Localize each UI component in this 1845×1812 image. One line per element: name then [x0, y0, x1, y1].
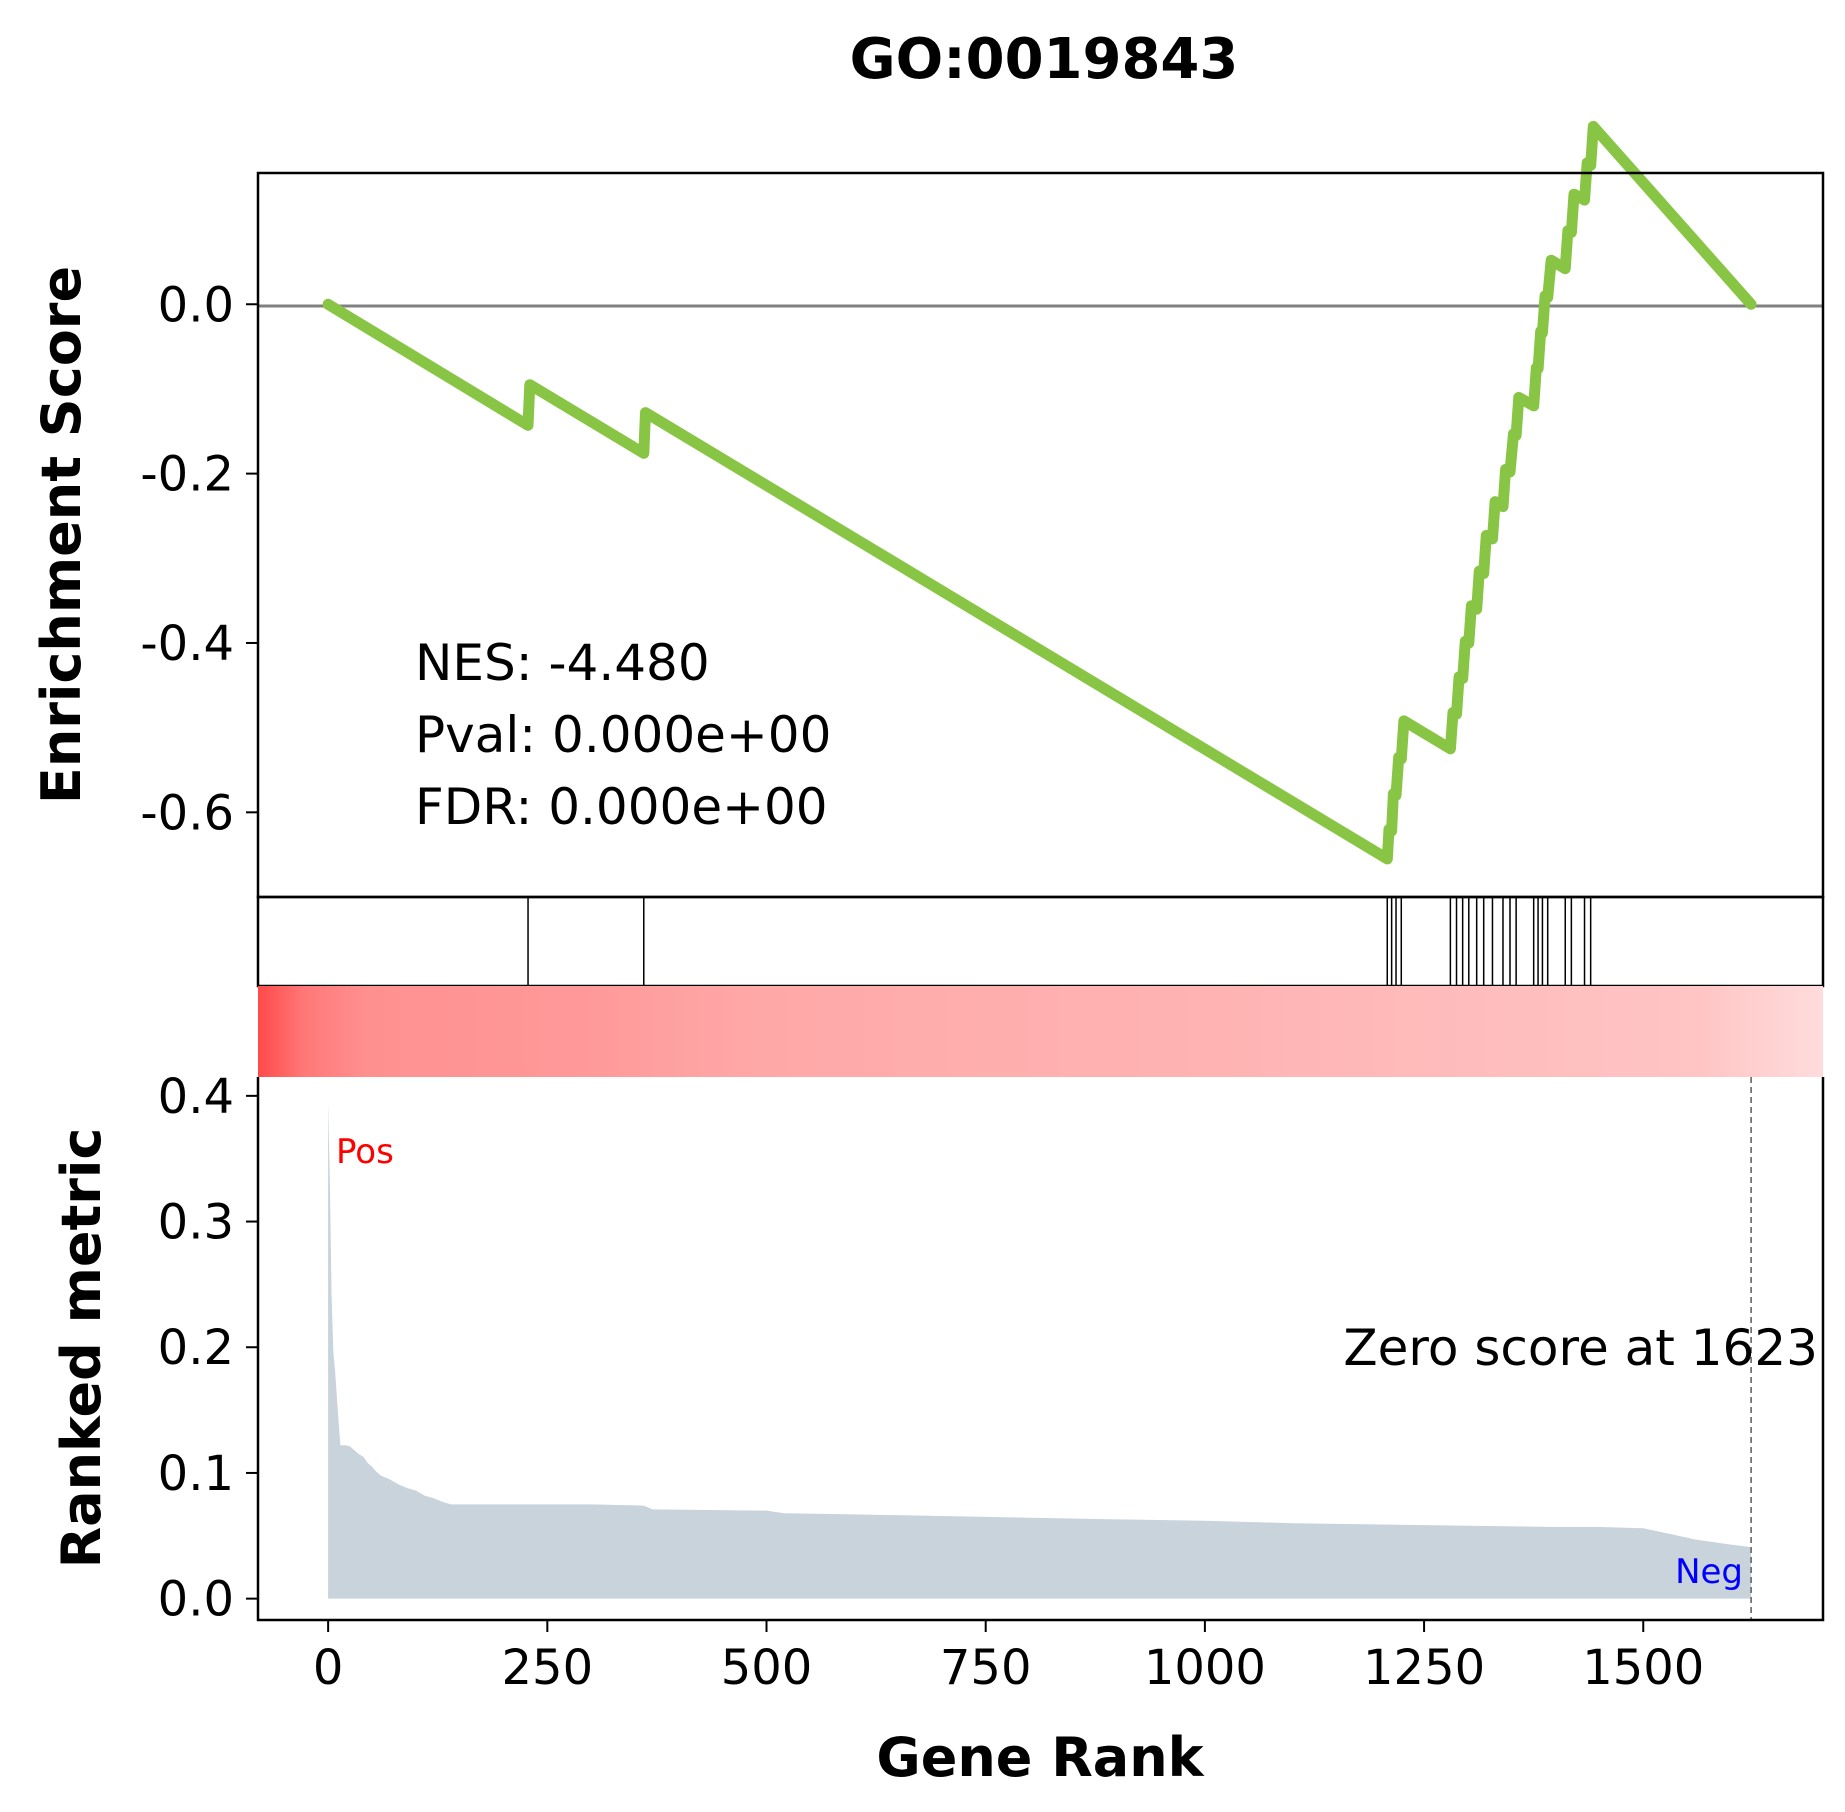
- ranked-metric-panel: Pos Neg Zero score at 1623 0.00.10.20.30…: [50, 986, 1825, 1789]
- rm-panel-frame: [256, 1077, 1825, 1622]
- es-y-tick-label: 0.0: [158, 277, 234, 333]
- rm-y-tick-label: 0.2: [158, 1320, 234, 1376]
- zero-score-label: Zero score at 1623: [1343, 1319, 1818, 1377]
- x-tick-label: 750: [940, 1640, 1032, 1696]
- rm-y-tick-label: 0.0: [158, 1572, 234, 1628]
- rm-y-tick-label: 0.4: [158, 1069, 234, 1125]
- es-y-tick-label: -0.2: [140, 447, 234, 503]
- rm-y-tick-label: 0.3: [158, 1195, 234, 1251]
- rm-x-ticks: 0 250 500 750 1000 1250 1500: [313, 1620, 1704, 1696]
- x-tick-label: 500: [721, 1640, 813, 1696]
- pval-annotation: Pval: 0.000e+00: [415, 706, 831, 764]
- x-tick-label: 1000: [1144, 1640, 1266, 1696]
- es-y-ticks: 0.0 -0.2 -0.4 -0.6: [140, 277, 258, 841]
- x-tick-label: 250: [502, 1640, 594, 1696]
- ranked-metric-area: [328, 1102, 1752, 1599]
- chart-title: GO:0019843: [850, 27, 1239, 92]
- rank-color-bar: [258, 986, 1823, 1077]
- rug-panel-frame: [256, 895, 1825, 988]
- es-y-axis-label: Enrichment Score: [30, 266, 93, 804]
- x-tick-label: 1500: [1582, 1640, 1704, 1696]
- rm-y-ticks: 0.0 0.1 0.2 0.3 0.4: [158, 1069, 258, 1628]
- gene-hit-marks: [527, 897, 1592, 986]
- es-y-tick-label: -0.6: [140, 785, 234, 841]
- gene-hits-panel: [256, 895, 1825, 988]
- pos-label: Pos: [336, 1132, 394, 1172]
- rm-y-tick-label: 0.1: [158, 1446, 234, 1502]
- x-axis-label: Gene Rank: [876, 1726, 1204, 1789]
- rm-y-axis-label: Ranked metric: [50, 1128, 113, 1569]
- nes-annotation: NES: -4.480: [415, 634, 710, 692]
- x-tick-label: 0: [313, 1640, 344, 1696]
- x-tick-label: 1250: [1363, 1640, 1485, 1696]
- enrichment-score-panel: 0.0 -0.2 -0.4 -0.6 Enrichment Score NES: -4…: [30, 120, 1825, 899]
- es-series-line: [322, 120, 1757, 865]
- es-y-tick-label: -0.4: [140, 616, 234, 672]
- neg-label: Neg: [1675, 1552, 1743, 1592]
- fdr-annotation: FDR: 0.000e+00: [415, 778, 828, 836]
